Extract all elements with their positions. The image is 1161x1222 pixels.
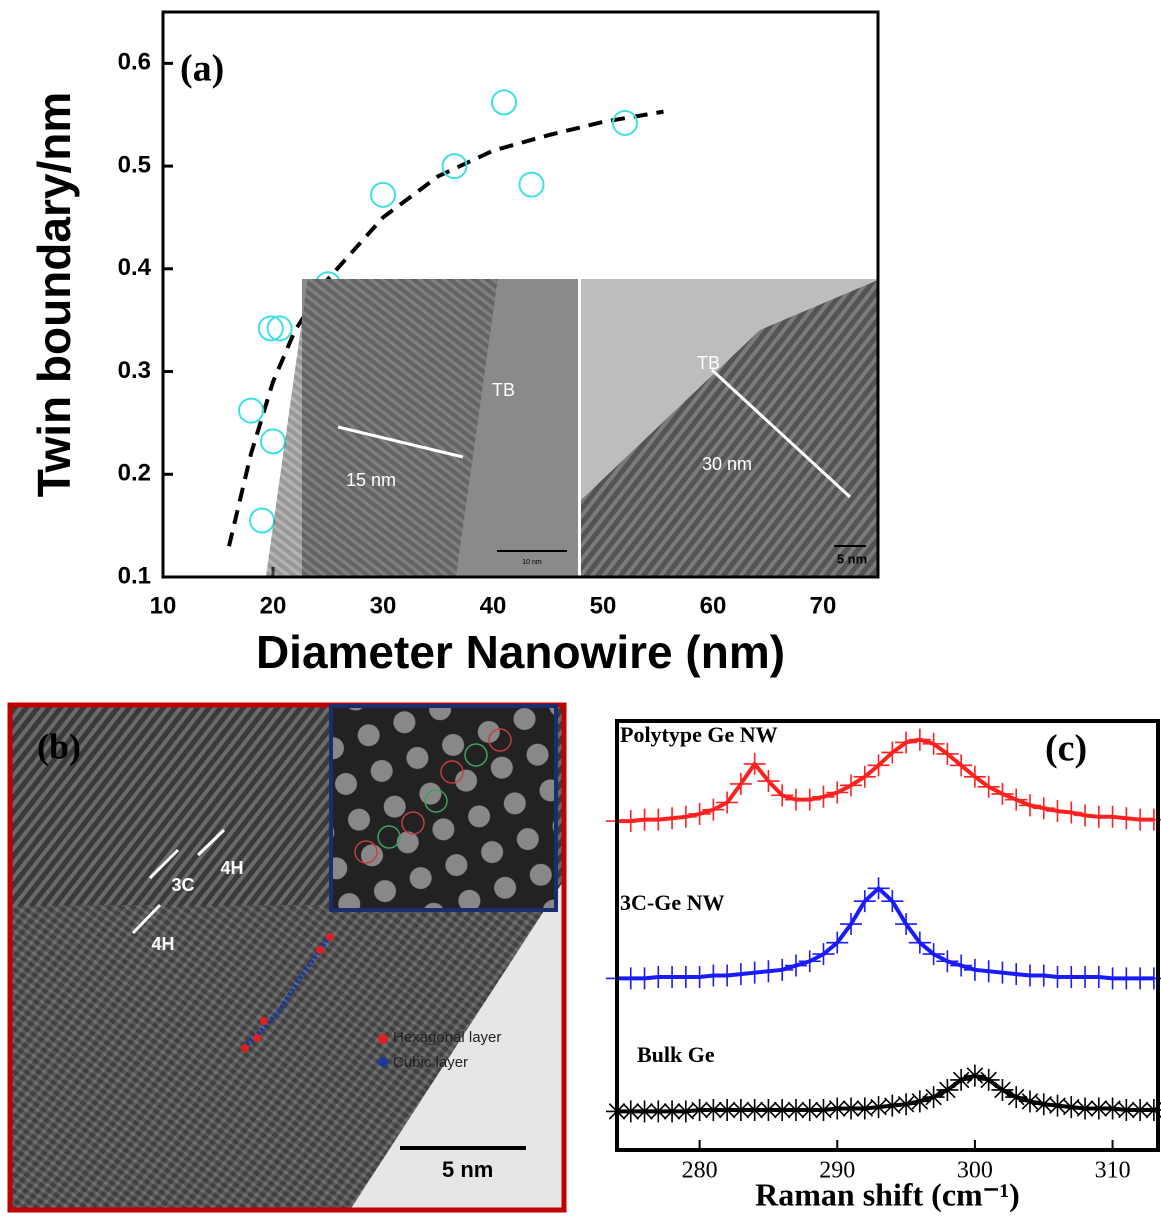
data-point [371,183,395,207]
y-tick-label: 0.3 [118,357,151,384]
data-marker [634,967,656,989]
data-marker [785,955,807,977]
data-point [261,429,285,453]
data-marker [730,963,752,985]
inset-label: TB [697,353,720,373]
data-marker [895,1093,917,1115]
data-marker [936,1079,958,1101]
inset-scale: 5 nm [837,551,867,566]
x-tick-label: 60 [700,592,727,619]
y-tick-label: 0.6 [118,49,151,76]
data-marker [757,960,779,982]
figure: (b) 3C 4H 4H Hexagonal layer Cubic layer… [0,0,1161,1217]
data-marker [1074,804,1096,826]
tem-inset: TB 15 nm 10 nm TB 30 nm 5 nm [266,279,878,577]
data-marker [909,729,931,751]
data-marker [1019,794,1041,816]
data-marker [978,1069,1000,1091]
data-marker [950,955,972,977]
data-point [492,90,516,114]
series-label: Bulk Ge [637,1042,715,1067]
legend-label: Cubic layer [393,1054,468,1071]
data-marker [1047,800,1069,822]
data-marker [689,966,711,988]
data-marker [661,807,683,829]
x-tick-label: 70 [810,592,837,619]
data-marker [799,789,821,811]
data-marker [964,959,986,981]
x-tick-label: 20 [260,592,287,619]
plot-frame [617,721,1158,1150]
legend-swatch [378,1034,388,1044]
data-marker [950,1069,972,1091]
y-tick-label: 0.5 [118,151,151,178]
inset-label: 30 nm [702,454,752,474]
panel-label: (b) [37,726,81,766]
data-marker [620,810,642,832]
data-marker [647,809,669,831]
legend-label: Hexagonal layer [393,1029,501,1046]
data-point [250,509,274,533]
data-point [613,111,637,135]
data-marker [1088,966,1110,988]
inset-label: TB [492,380,515,400]
x-tick-label: 310 [1095,1158,1131,1184]
x-tick-label: 30 [370,592,397,619]
legend-swatch [378,1057,388,1067]
x-axis-label: Raman shift (cm⁻¹) [755,1176,1020,1212]
series-label: 3C-Ge NW [620,890,724,915]
data-marker [1005,1086,1027,1108]
data-point [239,399,263,423]
data-marker [1019,1090,1041,1112]
data-marker [1005,963,1027,985]
data-marker [978,960,1000,982]
data-marker [909,1090,931,1112]
panel-label: (a) [180,48,224,90]
scale-label: 5 nm [442,1157,493,1182]
series-label: Polytype Ge NW [620,722,778,747]
x-tick-label: 10 [150,592,177,619]
data-marker [1060,802,1082,824]
data-marker [675,806,697,828]
data-marker [744,962,766,984]
x-tick-label: 40 [480,592,507,619]
data-point [520,173,544,197]
y-tick-label: 0.2 [118,460,151,487]
x-tick-label: 50 [590,592,617,619]
panel-label: (c) [1045,728,1087,770]
x-tick-label: 280 [682,1158,718,1184]
inset-scale: 10 nm [522,559,542,566]
data-marker [1102,806,1124,828]
data-marker [1005,789,1027,811]
x-axis-label: Diameter Nanowire (nm) [256,626,785,678]
y-tick-label: 0.1 [118,562,151,589]
data-marker [716,965,738,987]
data-marker [1115,807,1137,829]
polytype-label: 4H [220,858,243,878]
polytype-label: 3C [171,875,194,895]
y-axis-label: Twin boundary/nm [28,92,80,497]
polytype-label: 4H [151,934,174,954]
y-tick-label: 0.4 [118,254,152,281]
data-marker [1033,797,1055,819]
panel-a: 10 20 30 40 50 60 70 0.1 0.2 0.3 0.4 0.5 0.6 Diameter… [28,12,878,678]
data-marker [964,1065,986,1087]
data-marker [689,803,711,825]
data-marker [771,959,793,981]
panel-b: (b) 3C 4H 4H Hexagonal layer Cubic layer… [10,705,564,1210]
data-marker [991,962,1013,984]
data-marker [1033,965,1055,987]
inset-label: 15 nm [346,470,396,490]
data-marker [812,786,834,808]
